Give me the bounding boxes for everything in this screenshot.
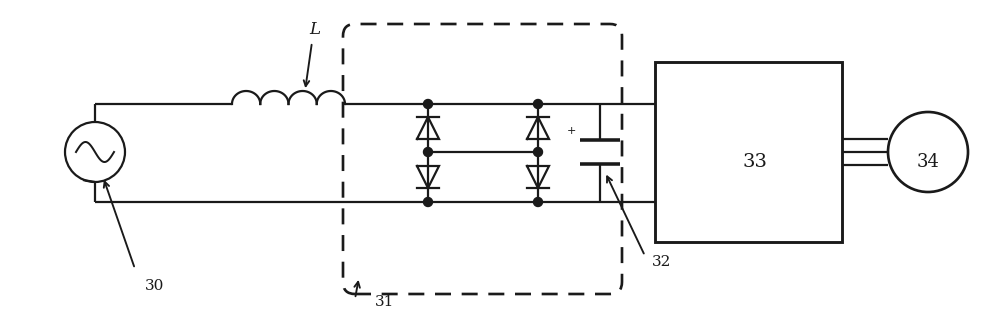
Circle shape (534, 147, 542, 156)
Circle shape (424, 99, 432, 109)
Text: L: L (310, 20, 320, 38)
Text: 33: 33 (742, 153, 768, 171)
Circle shape (534, 99, 542, 109)
Text: +: + (567, 126, 576, 136)
Bar (655, 62, 842, 242)
Text: 30: 30 (145, 279, 165, 293)
Text: 34: 34 (917, 153, 939, 171)
Text: 32: 32 (652, 255, 672, 269)
Text: 31: 31 (375, 295, 395, 309)
Circle shape (424, 147, 432, 156)
Circle shape (424, 198, 432, 206)
Circle shape (534, 198, 542, 206)
